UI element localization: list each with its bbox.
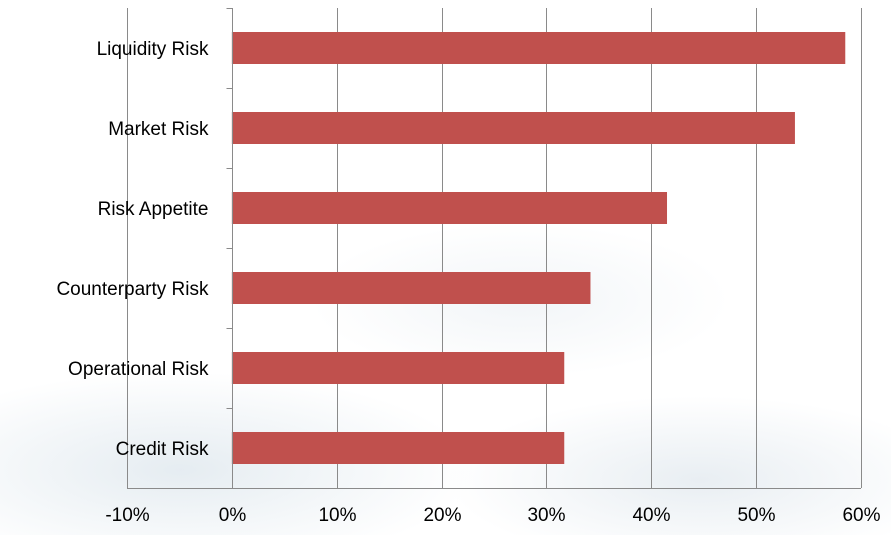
bar xyxy=(231,32,846,64)
category-label: Operational Risk xyxy=(68,359,209,380)
axes xyxy=(127,8,861,489)
x-tick-label: 10% xyxy=(318,505,356,526)
x-tick-label: 0% xyxy=(219,505,247,526)
labels: -10% 0% 10% 20% 30% 40% 50% 60% Liquidity Risk Ma… xyxy=(56,39,880,526)
bars xyxy=(231,32,846,464)
x-tick-label: -10% xyxy=(105,505,149,526)
grid xyxy=(127,8,862,488)
bar xyxy=(231,352,565,384)
bar xyxy=(231,112,795,144)
x-tick-label: 30% xyxy=(527,505,565,526)
category-label: Market Risk xyxy=(108,119,209,140)
category-label: Credit Risk xyxy=(116,439,209,460)
category-label: Liquidity Risk xyxy=(97,39,209,60)
x-tick-label: 40% xyxy=(632,505,670,526)
x-tick-label: 20% xyxy=(423,505,461,526)
bar xyxy=(231,192,668,224)
bar xyxy=(231,272,591,304)
x-tick-label: 50% xyxy=(737,505,775,526)
category-label: Risk Appetite xyxy=(98,199,209,220)
bar xyxy=(231,432,565,464)
category-label: Counterparty Risk xyxy=(56,279,209,300)
x-tick-label: 60% xyxy=(842,505,880,526)
